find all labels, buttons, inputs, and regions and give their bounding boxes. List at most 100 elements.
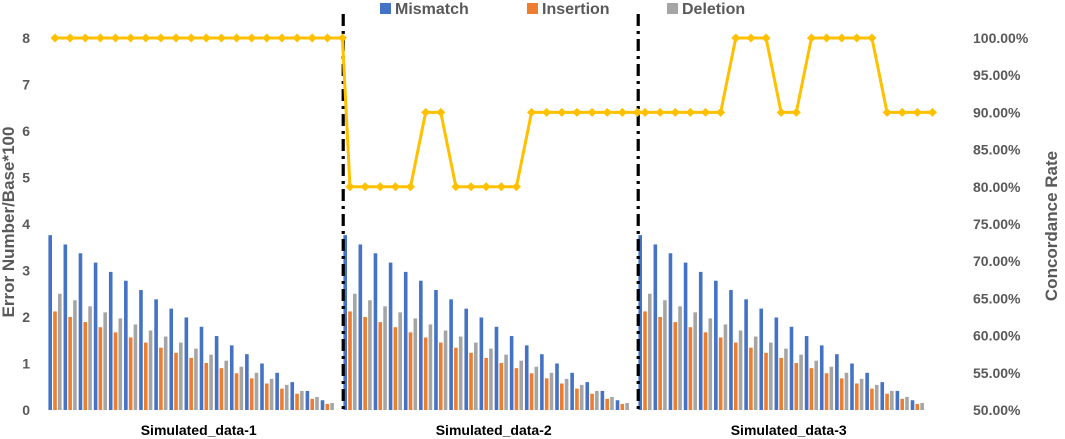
concordance-rate-marker [156,33,166,43]
bar-mismatch [343,235,347,410]
bar-insertion [219,368,224,410]
bar-insertion [915,403,920,410]
bar-deletion [769,342,773,410]
concordance-rate-marker [822,33,832,43]
right-axis-ticks: 50.00% 55.00% 60.00% 65.00% 70.00% 75.00% 80.0… [973,30,1029,418]
bar-deletion [738,330,743,410]
concordance-rate-marker [451,182,461,192]
bar-insertion [68,317,72,410]
bar-mismatch [479,317,484,410]
bar-mismatch [683,262,688,410]
legend: Mismatch Insertion Deletion [380,1,745,18]
bar-insertion [900,398,904,410]
bar-insertion [378,322,383,410]
bar-insertion [794,363,799,410]
bar-mismatch [108,271,113,410]
bar-deletion [368,300,372,410]
bar-mismatch [698,271,703,410]
bar-mismatch [260,363,264,410]
bar-deletion [73,300,77,410]
bar-mismatch [774,317,779,410]
bar-mismatch [290,382,295,410]
concordance-rate-marker [806,33,816,43]
bar-mismatch [714,280,718,410]
bar-mismatch [169,308,174,410]
bar-mismatch [819,345,824,410]
y2-tick-label: 100.00% [973,30,1029,46]
y2-tick-label: 65.00% [973,290,1021,306]
bar-deletion [179,342,183,410]
bar-mismatch [804,336,809,410]
bar-insertion [295,393,299,410]
concordance-rate-marker [640,107,650,117]
bar-mismatch [865,372,869,410]
concordance-rate-marker [776,107,786,117]
bar-deletion [239,366,244,410]
bar-insertion [484,357,488,410]
bar-insertion [143,342,148,410]
concordance-rate-marker [466,182,476,192]
concordance-rate-marker [216,33,226,43]
concordance-rate-marker [345,182,355,192]
bar-mismatch [78,253,83,410]
bar-deletion [844,372,849,410]
concordance-rate-marker [617,107,627,117]
bar-deletion [708,318,713,410]
concordance-rate-marker [867,33,877,43]
concordance-rate-marker [141,33,151,43]
bar-insertion [174,352,178,410]
bar-insertion [159,347,163,410]
bar-insertion [98,327,103,410]
concordance-rate-marker [731,33,741,43]
concordance-rate-marker [632,107,642,117]
bar-insertion [454,347,458,410]
legend-label-insertion: Insertion [542,1,610,18]
bar-deletion [58,293,62,410]
bar-deletion [474,342,478,410]
concordance-rate-marker [65,33,75,43]
bar-mismatch [245,354,249,410]
bar-insertion [839,378,844,410]
bar-deletion [504,354,508,410]
bar-deletion [648,293,652,410]
bar-deletion [723,324,728,410]
concordance-rate-marker [511,182,521,192]
bar-deletion [284,384,289,410]
bar-mismatch [789,326,794,410]
bar-insertion [53,311,57,410]
concordance-rate-marker [481,182,491,192]
bar-deletion [874,384,879,410]
concordance-rate-marker [927,107,937,117]
bar-deletion [118,318,123,410]
legend-swatch-mismatch [380,3,391,14]
concordance-rate-line [55,36,933,189]
concordance-line-layer [50,33,937,192]
bar-mismatch [63,244,68,410]
bar-mismatch [184,317,189,410]
bar-insertion [264,383,269,410]
concordance-rate-marker [791,107,801,117]
bar-mismatch [388,262,393,410]
concordance-rate-marker [360,182,370,192]
left-axis-ticks: 0 1 2 3 4 5 6 7 8 [22,30,30,418]
bar-mismatch [600,390,605,410]
y-tick-label: 3 [22,263,30,279]
bar-insertion [673,322,678,410]
bar-mismatch [419,280,423,410]
bar-insertion [423,337,428,410]
bar-deletion [678,306,682,410]
concordance-rate-marker [111,33,121,43]
bar-insertion [643,311,647,410]
bar-mismatch [540,354,544,410]
bar-mismatch [895,390,900,410]
bar-insertion [348,311,352,410]
bar-deletion [610,396,614,410]
bar-deletion [315,396,319,410]
group-label: Simulated_data-2 [436,422,552,438]
bar-insertion [885,393,889,410]
bar-mismatch [585,382,590,410]
bar-deletion [595,390,599,410]
bar-deletion [413,318,418,410]
bar-deletion [663,300,667,410]
